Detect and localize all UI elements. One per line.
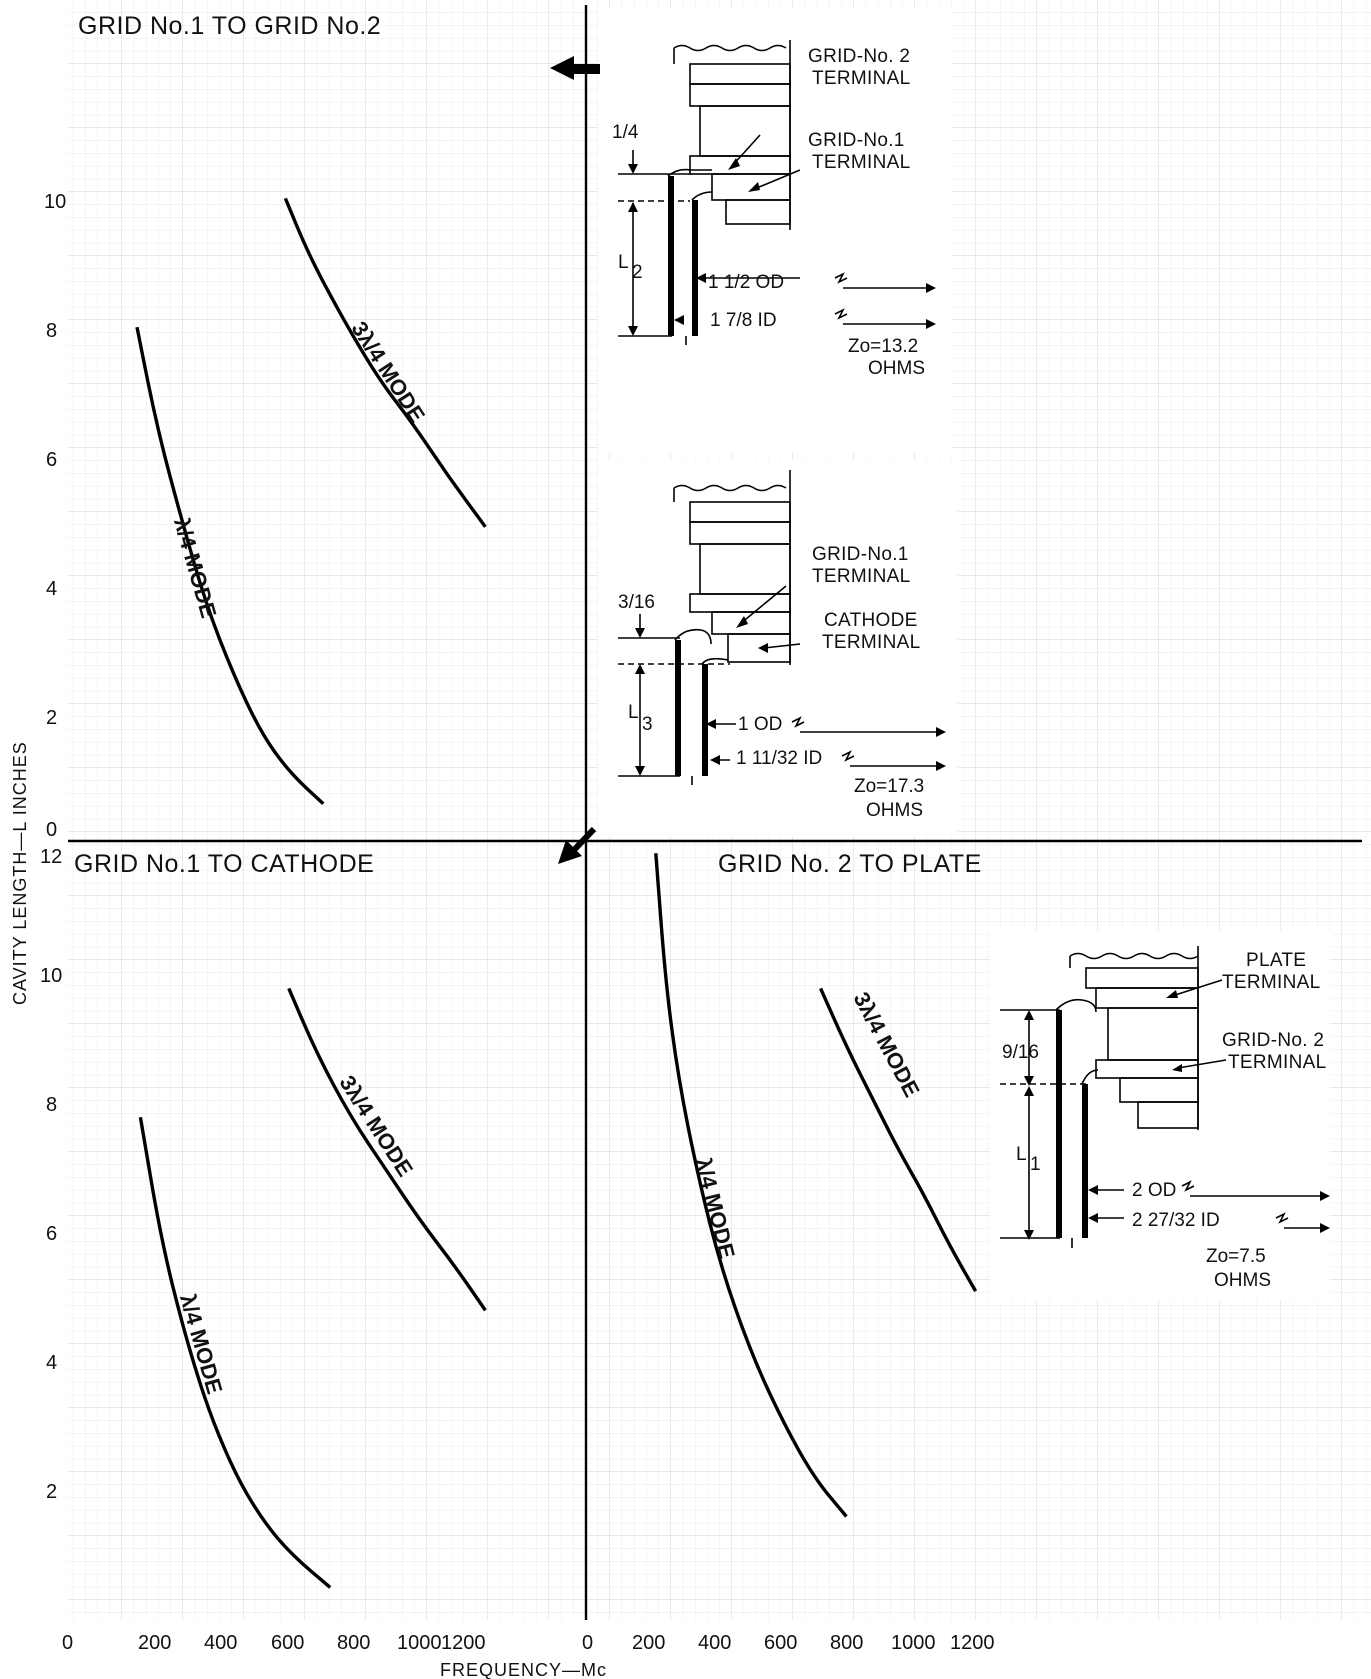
diagram-upper: GRID-No. 2 TERMINAL GRID-No.1 TERMINAL 1… (612, 40, 936, 379)
upper-left-series-three-quarter-wave (283, 197, 487, 528)
diagram-center-terminal-1: GRID-No.1 (812, 544, 909, 565)
panel-title-upper-left: GRID No.1 TO GRID No.2 (78, 12, 381, 40)
arrow-down-left-icon (558, 826, 597, 864)
x-tick-label: 800 (830, 1632, 863, 1654)
x-tick-label: 0 (582, 1632, 593, 1654)
diagram-upper-length: L (618, 252, 629, 273)
y-ticks-upper: 10 8 6 4 2 0 (44, 191, 66, 841)
diagram-center-id: 1 11/32 ID (736, 748, 822, 769)
x-tick-label: 0 (62, 1632, 73, 1654)
y-tick-label: 8 (46, 320, 57, 342)
panel-title-lower-right: GRID No. 2 TO PLATE (718, 850, 982, 878)
y-tick-label: 6 (46, 449, 57, 471)
x-tick-label: 1000 (891, 1632, 936, 1654)
diagram-upper-id: 1 7/8 ID (710, 310, 777, 331)
x-tick-label: 600 (271, 1632, 304, 1654)
lower-right-series-three-quarter-wave (819, 987, 978, 1292)
y-axis-label: CAVITY LENGTH—L INCHES (10, 741, 30, 1005)
diagram-right-length: L (1016, 1144, 1027, 1165)
diagram-center-terminal-3: CATHODE (824, 610, 918, 631)
diagram-upper-terminal-2: TERMINAL (812, 68, 910, 89)
y-tick-label: 0 (46, 819, 57, 841)
x-tick-label: 1200 (441, 1632, 486, 1654)
diagram-center-zo: Zo=17.3 (854, 776, 924, 797)
x-ticks-left: 0 200 400 600 800 1000 1200 (62, 1632, 486, 1654)
diagram-center: GRID-No.1 TERMINAL CATHODE TERMINAL 3/16… (618, 470, 946, 821)
lower-left-series-quarter-wave (138, 1116, 332, 1589)
diagram-upper-terminal-1: GRID-No. 2 (808, 46, 910, 67)
diagram-center-terminal-4: TERMINAL (822, 632, 920, 653)
diagram-center-terminal-2: TERMINAL (812, 566, 910, 587)
diagram-right: PLATE TERMINAL GRID-No. 2 TERMINAL 9/16 … (1000, 946, 1330, 1291)
diagram-right-terminal-4: TERMINAL (1228, 1052, 1326, 1073)
y-tick-label: 2 (46, 707, 57, 729)
diagram-right-od: 2 OD (1132, 1180, 1176, 1201)
y-tick-label: 12 (40, 846, 62, 868)
x-tick-label: 800 (337, 1632, 370, 1654)
y-tick-label: 8 (46, 1094, 57, 1116)
y-tick-label: 4 (46, 1352, 57, 1374)
panel-title-lower-left: GRID No.1 TO CATHODE (74, 850, 374, 878)
y-tick-label: 6 (46, 1223, 57, 1245)
x-tick-label: 200 (138, 1632, 171, 1654)
diagram-upper-terminal-4: TERMINAL (812, 152, 910, 173)
diagram-right-length-sub: 1 (1030, 1154, 1041, 1175)
diagram-right-terminal-3: GRID-No. 2 (1222, 1030, 1324, 1051)
diagram-center-unit: OHMS (866, 800, 923, 821)
diagram-right-dim-top: 9/16 (1002, 1042, 1039, 1063)
diagram-right-zo: Zo=7.5 (1206, 1246, 1266, 1267)
y-ticks-lower: 12 10 8 6 4 2 (40, 846, 62, 1503)
x-tick-label: 400 (204, 1632, 237, 1654)
diagram-right-terminal-2: TERMINAL (1222, 972, 1320, 993)
diagram-upper-terminal-3: GRID-No.1 (808, 130, 905, 151)
diagram-upper-od: 1 1/2 OD (708, 272, 784, 293)
diagram-right-id: 2 27/32 ID (1132, 1210, 1220, 1231)
diagram-center-length-sub: 3 (642, 714, 653, 735)
diagram-upper-length-sub: 2 (632, 262, 643, 283)
arrow-left-icon (550, 56, 600, 80)
x-tick-label: 400 (698, 1632, 731, 1654)
diagram-center-od: 1 OD (738, 714, 782, 735)
y-tick-label: 10 (40, 965, 62, 987)
y-tick-label: 2 (46, 1481, 57, 1503)
x-tick-label: 1000 (397, 1632, 442, 1654)
diagram-upper-dim-top: 1/4 (612, 122, 639, 143)
y-tick-label: 10 (44, 191, 66, 213)
upper-left-series-quarter-wave (135, 326, 325, 806)
diagram-upper-zo: Zo=13.2 (848, 336, 918, 357)
lower-right-series-quarter-wave (654, 853, 848, 1518)
diagram-upper-unit: OHMS (868, 358, 925, 379)
diagram-right-unit: OHMS (1214, 1270, 1271, 1291)
x-tick-label: 1200 (950, 1632, 995, 1654)
lower-left-series-three-quarter-wave (287, 987, 487, 1312)
diagram-right-terminal-1: PLATE (1246, 950, 1306, 971)
x-axis-label: FREQUENCY—Mc (440, 1660, 607, 1679)
x-tick-label: 600 (764, 1632, 797, 1654)
x-tick-label: 200 (632, 1632, 665, 1654)
diagram-center-length: L (628, 702, 639, 723)
diagram-center-dim-top: 3/16 (618, 592, 655, 613)
y-tick-label: 4 (46, 578, 57, 600)
x-ticks-right: 0 200 400 600 800 1000 1200 (582, 1632, 995, 1654)
diagram-panel-top (598, 8, 952, 453)
